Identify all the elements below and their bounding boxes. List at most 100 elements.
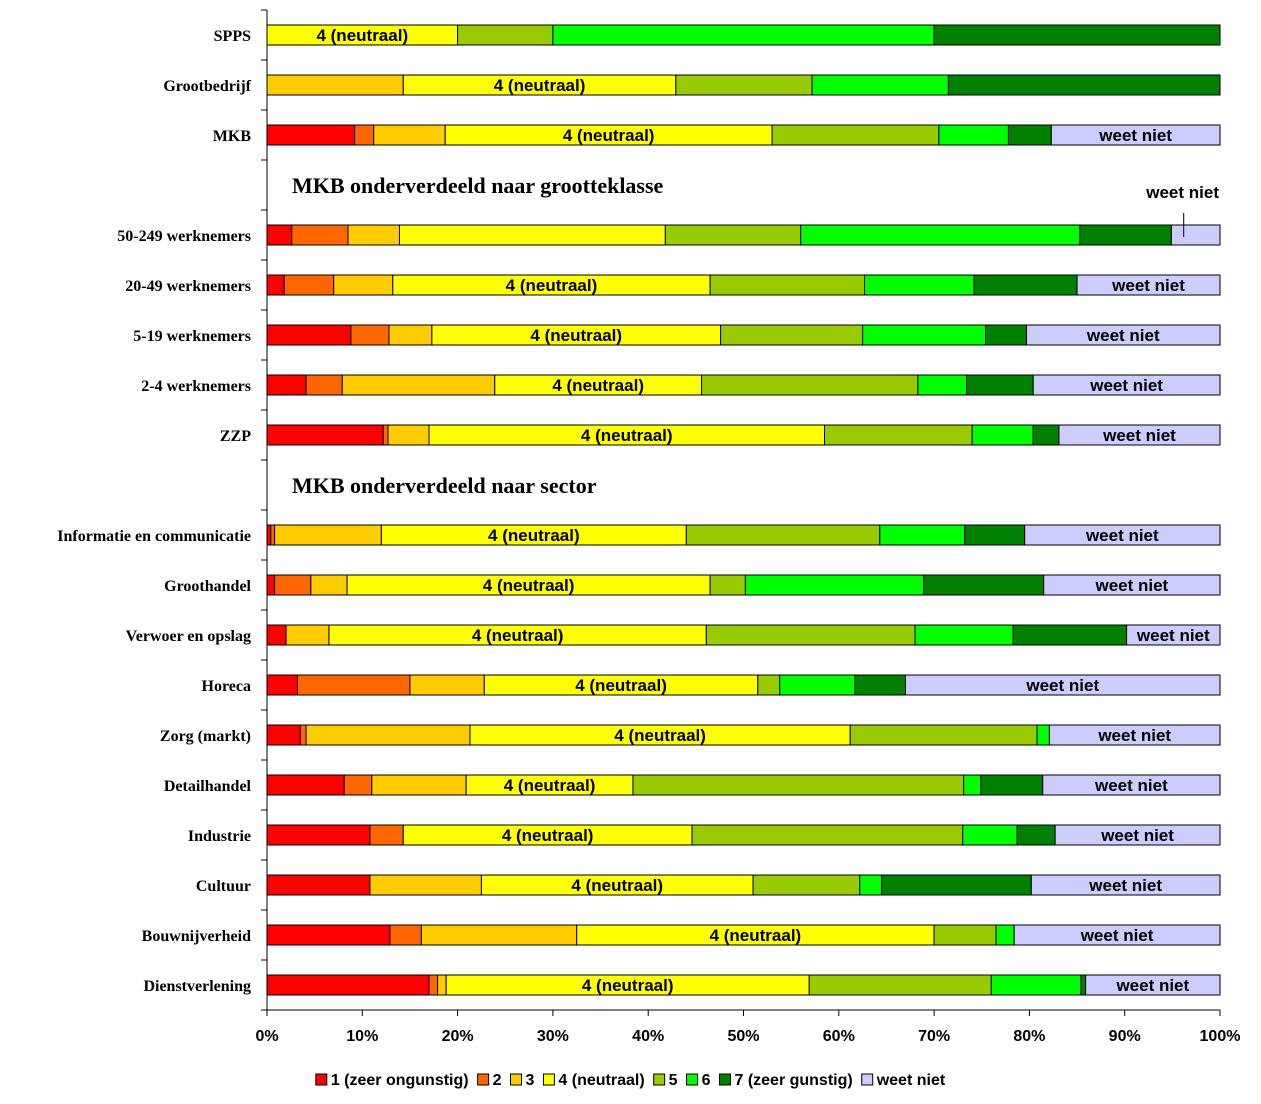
- bar-segment-label: weet niet: [1100, 826, 1174, 845]
- bar-segment: [350, 324, 390, 346]
- bar-outline: [266, 624, 1221, 646]
- category-label: 50-249 werknemers: [117, 228, 251, 245]
- bar-segment: [864, 274, 975, 296]
- bar-segment: [1080, 974, 1087, 996]
- bar-segment: [1036, 724, 1050, 746]
- bar-segment: [1170, 224, 1221, 246]
- bar-segment-label: 4 (neutraal): [488, 526, 580, 545]
- bar-segment: [388, 324, 433, 346]
- bar-segment: [995, 924, 1015, 946]
- bar-segment: [879, 524, 966, 546]
- x-tick-label: 0%: [255, 1028, 278, 1045]
- bar-segment: [914, 624, 1014, 646]
- bar-segment: [341, 374, 496, 396]
- bar-segment-label: weet niet: [1085, 526, 1159, 545]
- category-label: 5-19 werknemers: [133, 328, 251, 345]
- bar-outline: [266, 574, 1221, 596]
- bar-segment-label: weet niet: [1080, 926, 1154, 945]
- category-label: Horeca: [202, 678, 251, 695]
- bar-segment: [371, 774, 467, 796]
- x-tick-label: 50%: [727, 1028, 759, 1045]
- category-label: Zorg (markt): [160, 728, 251, 745]
- bar-segment-label: 4 (neutraal): [506, 276, 598, 295]
- legend-label: 7 (zeer gunstig): [734, 1072, 852, 1089]
- legend-swatch: [315, 1073, 328, 1086]
- legend-label: weet niet: [876, 1072, 946, 1089]
- bar-segment: [966, 374, 1034, 396]
- bar-segment-label: 4 (neutraal): [483, 576, 575, 595]
- bar-segment: [266, 674, 298, 696]
- bar-segment: [285, 624, 330, 646]
- bar-segment-label: weet niet: [1102, 426, 1176, 445]
- bar-segment: [266, 424, 384, 446]
- bar-segment: [283, 274, 335, 296]
- bar-segment: [962, 824, 1018, 846]
- legend-label: 3: [526, 1072, 535, 1089]
- bar-outline: [266, 24, 1221, 46]
- legend-swatch: [510, 1073, 523, 1086]
- bar-segment: [963, 774, 982, 796]
- bar-segment: [923, 574, 1045, 596]
- category-label: Detailhandel: [164, 778, 252, 795]
- bar-outline: [266, 74, 1221, 96]
- bar-segment: [917, 374, 968, 396]
- bar-segment: [973, 274, 1078, 296]
- bar-segment-label: weet niet: [1111, 276, 1185, 295]
- bar-segment-label: weet niet: [1094, 576, 1168, 595]
- bar-segment: [971, 424, 1034, 446]
- bar-segment: [274, 524, 382, 546]
- bar-outline: [266, 224, 1221, 246]
- bar-segment: [266, 324, 352, 346]
- bar-segment: [779, 674, 856, 696]
- bar-segment-label: weet niet: [1115, 976, 1189, 995]
- bar-segment: [437, 974, 447, 996]
- bar-segment: [881, 874, 1032, 896]
- bar-segment-label: weet niet: [1089, 376, 1163, 395]
- bar-segment-label: weet niet: [1094, 776, 1168, 795]
- legend-swatch: [653, 1073, 666, 1086]
- x-tick-label: 80%: [1013, 1028, 1045, 1045]
- bar-segment: [964, 524, 1026, 546]
- bar-segment-label: 4 (neutraal): [552, 376, 644, 395]
- bar-segment: [862, 324, 987, 346]
- bar-segment: [771, 124, 940, 146]
- bar-segment: [859, 874, 883, 896]
- bar-segment: [354, 124, 375, 146]
- legend-label: 4 (neutraal): [558, 1072, 644, 1089]
- bar-segment: [757, 674, 781, 696]
- category-label: Industrie: [188, 828, 251, 845]
- bar-outline: [266, 274, 1221, 296]
- category-label: Groothandel: [164, 578, 251, 595]
- legend-swatch: [861, 1073, 874, 1086]
- bar-segment: [296, 674, 411, 696]
- category-label: 2-4 werknemers: [141, 378, 251, 395]
- legend-label: 5: [669, 1072, 678, 1089]
- bar-segment: [266, 824, 371, 846]
- bar-segment-label: 4 (neutraal): [316, 26, 408, 45]
- bar-outline: [266, 124, 1221, 146]
- bar-segment: [752, 874, 861, 896]
- bar-segment: [854, 674, 907, 696]
- bar-segment-label: 4 (neutraal): [563, 126, 655, 145]
- bar-segment: [980, 774, 1044, 796]
- bar-segment: [291, 224, 349, 246]
- category-label: Dienstverlening: [143, 978, 251, 995]
- bar-segment: [1012, 624, 1128, 646]
- category-label: Bouwnijverheid: [142, 928, 251, 945]
- category-label: Verwoer en opslag: [126, 628, 251, 645]
- bar-segment-label: 4 (neutraal): [581, 426, 673, 445]
- bar-segment: [266, 274, 285, 296]
- bar-segment: [398, 224, 666, 246]
- bar-segment: [266, 224, 293, 246]
- bar-segment-label: 4 (neutraal): [472, 626, 564, 645]
- bar-outline: [266, 874, 1221, 896]
- bar-outline: [266, 824, 1221, 846]
- bar-segment: [428, 974, 439, 996]
- bar-segment: [849, 724, 1038, 746]
- bar-segment: [933, 24, 1221, 46]
- callout-label: weet niet: [1145, 183, 1219, 202]
- bar-segment: [664, 224, 802, 246]
- bar-segment: [343, 774, 373, 796]
- bar-segment: [387, 424, 430, 446]
- bar-segment: [1032, 424, 1060, 446]
